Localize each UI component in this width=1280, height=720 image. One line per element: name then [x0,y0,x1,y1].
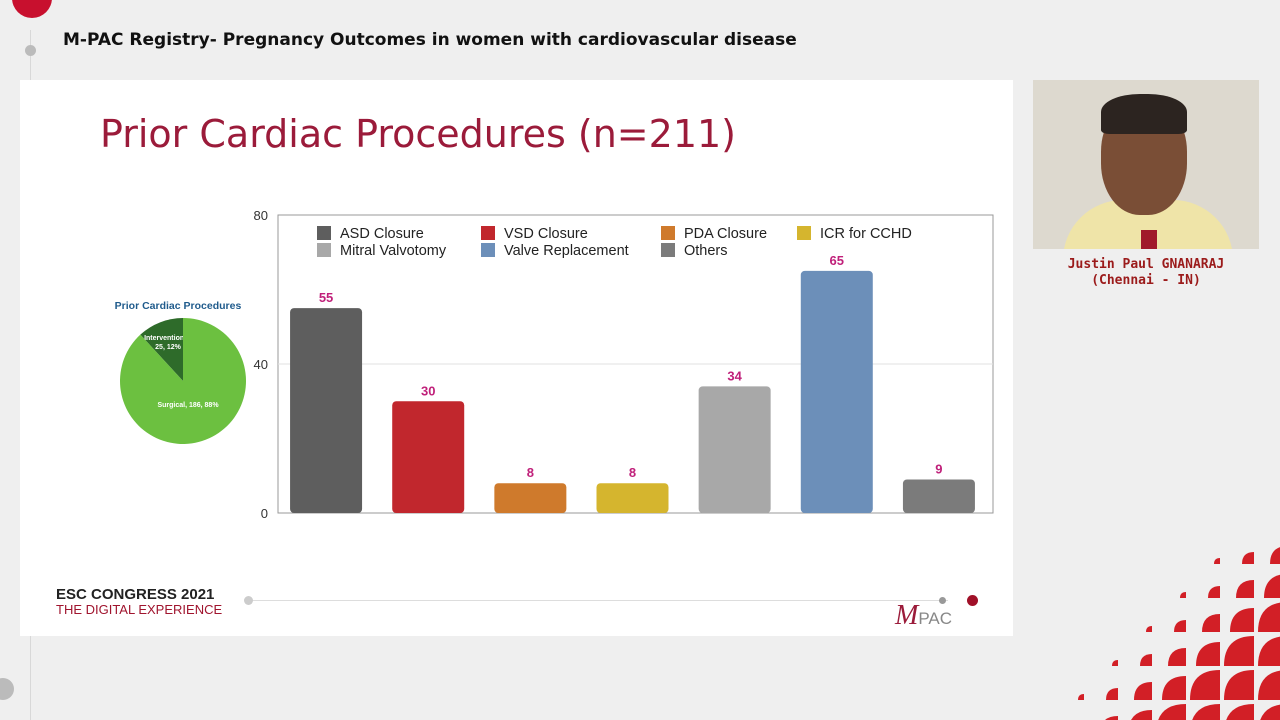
legend-swatch [481,226,495,240]
pattern-shape [1230,608,1254,632]
data-label: 30 [421,383,435,398]
pattern-shape [1264,574,1280,598]
footer-dot [244,596,253,605]
pattern-shape [1158,704,1186,720]
pattern-shape [1106,688,1118,700]
pattern-shape [1146,626,1152,632]
pattern-shape [1258,670,1280,700]
pattern-shape [1226,704,1254,720]
data-label: 55 [319,290,333,305]
legend-label: Valve Replacement [504,243,629,259]
pattern-shape [1140,654,1152,666]
data-label: 8 [527,465,534,480]
legend-label: ASD Closure [340,226,424,242]
decorative-pattern [1078,547,1280,720]
slide-title: Prior Cardiac Procedures (n=211) [100,112,736,156]
logo-dot [967,595,978,606]
legend-swatch [481,243,495,257]
pattern-shape [1078,694,1084,700]
pattern-shape [1258,602,1280,632]
timeline-dot [0,678,14,700]
legend-label: Mitral Valvotomy [340,243,447,259]
y-tick-label: 80 [254,208,268,223]
pie-title: Prior Cardiac Procedures [115,300,242,312]
pattern-shape [1260,704,1280,720]
pattern-shape [1168,648,1186,666]
legend-swatch [317,226,331,240]
pattern-shape [1270,547,1280,564]
bar-vsd-closure [392,401,465,513]
pattern-shape [1224,636,1254,666]
legend-label: VSD Closure [504,226,588,242]
brand-dot [12,0,52,18]
bar-others [902,479,975,513]
congress-tagline: THE DIGITAL EXPERIENCE [56,602,223,617]
pattern-shape [1180,592,1186,598]
pattern-shape [1214,558,1220,564]
pattern-shape [1258,636,1280,666]
data-label: 9 [935,461,942,476]
pie-slice [140,318,183,381]
data-label: 34 [727,368,742,383]
y-tick-label: 40 [254,357,268,372]
pattern-shape [1112,660,1118,666]
pattern-shape [1196,642,1220,666]
pattern-shape [1162,676,1186,700]
congress-name: ESC CONGRESS 2021 [56,586,215,603]
session-title: M-PAC Registry- Pregnancy Outcomes in wo… [63,30,797,50]
pattern-shape [1236,580,1254,598]
bar-mitral-valvotomy [698,386,771,513]
data-label: 65 [830,253,844,268]
pattern-shape [1242,552,1254,564]
speaker-name: Justin Paul GNANARAJ [1067,257,1225,272]
bar-icr-for-cchd [596,483,669,513]
legend-swatch [661,243,675,257]
pattern-shape [1190,670,1220,700]
speaker-video [1033,80,1259,249]
bar-pda-closure [494,483,567,513]
legend-swatch [317,243,331,257]
bar-chart: 0 40 80 55 30 8 8 34 65 9 ASD Closure VSD Closure PD… [115,208,994,521]
pattern-shape [1202,614,1220,632]
pattern-shape [1208,586,1220,598]
legend-label: Others [684,243,728,259]
timeline-dot [25,45,36,56]
pattern-shape [1105,716,1118,720]
pattern-shape [1174,620,1186,632]
pattern-shape [1224,670,1254,700]
data-label: 8 [629,465,636,480]
legend-swatch [797,226,811,240]
pattern-shape [1192,704,1220,720]
legend-label: PDA Closure [684,226,767,242]
pie-label: Surgical, 186, 88% [157,402,219,409]
legend-swatch [661,226,675,240]
bar-valve-replacement [800,270,873,513]
mpac-logo: MPAC [895,600,953,631]
y-tick-label: 0 [261,506,268,521]
pattern-shape [1134,682,1152,700]
footer-line [248,600,948,601]
speaker-location: (Chennai - IN) [1091,273,1201,288]
bar-asd-closure [290,308,363,513]
logo-dot [939,597,946,604]
legend-label: ICR for CCHD [820,226,912,242]
pie-slice [120,318,247,445]
pattern-shape [1131,710,1152,720]
pie-label: Interventional, 25, 12% [144,335,192,351]
